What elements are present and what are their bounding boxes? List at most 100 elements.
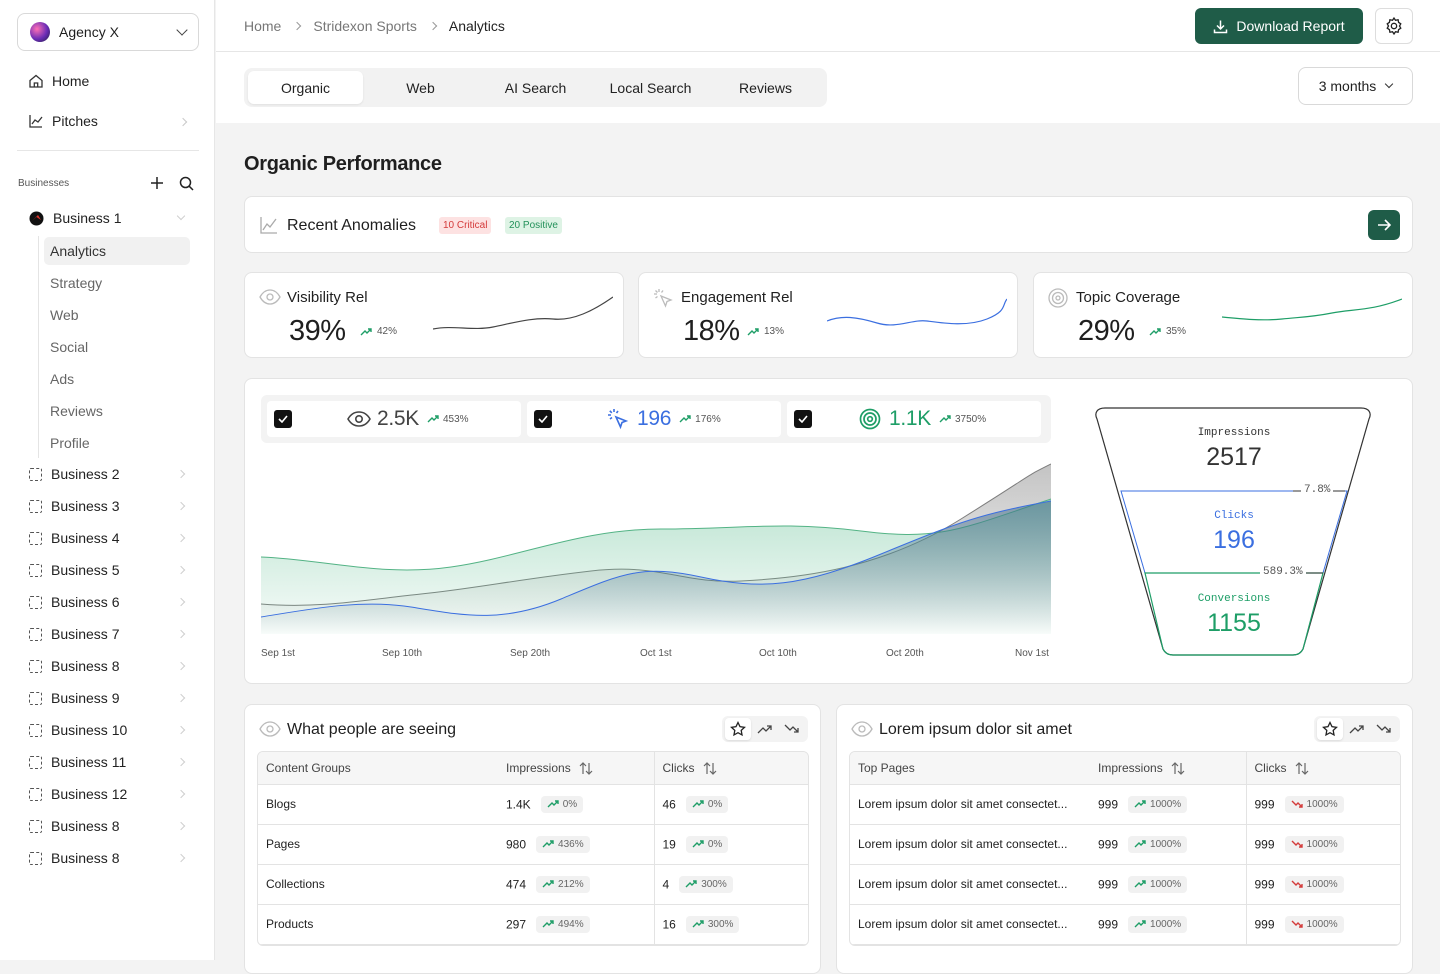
business-1-item[interactable]: Business 1: [29, 204, 199, 232]
business-item[interactable]: Business 6: [29, 588, 199, 616]
table-row[interactable]: Products 297 494% 16 300%: [258, 904, 808, 945]
cell-impressions: 999 1000%: [1090, 864, 1246, 905]
business-item[interactable]: Business 8: [29, 652, 199, 680]
cell-value: 16: [662, 917, 676, 931]
table-row[interactable]: Lorem ipsum dolor sit amet consectet... 9…: [850, 824, 1400, 865]
anomalies-card[interactable]: Recent Anomalies 10 Critical 20 Positive: [244, 196, 1413, 253]
cell-value: 999: [1098, 797, 1119, 811]
kpi-title: Topic Coverage: [1076, 289, 1181, 306]
cell-value: 999: [1098, 917, 1119, 931]
x-tick-label: Sep 1st: [261, 648, 295, 659]
chart-line-icon: [260, 217, 277, 234]
cell-value: 1.4K: [506, 797, 531, 811]
column-header-clicks[interactable]: Clicks: [1245, 752, 1400, 785]
business-item[interactable]: Business 7: [29, 620, 199, 648]
cell-impressions: 999 1000%: [1090, 784, 1246, 825]
cell-name: Blogs: [258, 784, 498, 825]
trend-down-icon: [1376, 724, 1391, 733]
subnav-strategy[interactable]: Strategy: [50, 275, 103, 291]
table-row[interactable]: Lorem ipsum dolor sit amet consectet... 9…: [850, 784, 1400, 825]
cell-clicks: 19 0%: [653, 824, 808, 865]
subnav-line: [38, 236, 39, 458]
trend-up-icon: [692, 840, 704, 848]
table-row[interactable]: Lorem ipsum dolor sit amet consectet... 9…: [850, 864, 1400, 905]
business-placeholder-icon: [29, 723, 42, 737]
business-item[interactable]: Business 3: [29, 492, 199, 520]
column-header-clicks[interactable]: Clicks: [653, 752, 808, 785]
column-header-impressions[interactable]: Impressions: [1090, 752, 1246, 785]
trend-up-button[interactable]: [752, 718, 778, 740]
cell-impressions: 999 1000%: [1090, 904, 1246, 945]
kpi-engagement-card[interactable]: Engagement Rel 18% 13%: [638, 272, 1018, 358]
column-header-impressions[interactable]: Impressions: [498, 752, 654, 785]
subnav-analytics[interactable]: Analytics: [44, 237, 190, 265]
table-row[interactable]: Pages 980 436% 19 0%: [258, 824, 808, 865]
business-item[interactable]: Business 12: [29, 780, 199, 808]
subnav-reviews[interactable]: Reviews: [50, 403, 103, 419]
subnav-ads[interactable]: Ads: [50, 371, 75, 387]
subnav-web[interactable]: Web: [50, 307, 79, 323]
cell-value: 474: [506, 877, 527, 891]
table-row[interactable]: Blogs 1.4K 0% 46 0%: [258, 784, 808, 825]
period-select[interactable]: 3 months: [1298, 67, 1413, 105]
tab-reviews[interactable]: Reviews: [739, 79, 792, 96]
metric-impressions[interactable]: 2.5K 453%: [267, 401, 521, 437]
metric-clicks[interactable]: 196 176%: [527, 401, 781, 437]
delta-pill: 0%: [685, 835, 729, 853]
nav-pitches[interactable]: Pitches: [28, 113, 198, 129]
tab-local-search[interactable]: Local Search: [609, 79, 692, 96]
plus-icon: [151, 177, 163, 189]
checkbox-checked-icon[interactable]: [274, 410, 292, 428]
tab-organic[interactable]: Organic: [248, 71, 363, 104]
business-item[interactable]: Business 2: [29, 460, 199, 488]
business-item[interactable]: Business 4: [29, 524, 199, 552]
business-item[interactable]: Business 8: [29, 812, 199, 840]
kpi-topic-card[interactable]: Topic Coverage 29% 35%: [1033, 272, 1413, 358]
tab-web[interactable]: Web: [406, 79, 435, 96]
business-item[interactable]: Business 9: [29, 684, 199, 712]
kpi-visibility-card[interactable]: Visibility Rel 39% 42%: [244, 272, 624, 358]
star-button[interactable]: [724, 718, 751, 740]
cell-value: 999: [1254, 797, 1275, 811]
table-row[interactable]: Lorem ipsum dolor sit amet consectet... 9…: [850, 904, 1400, 945]
trend-down-button[interactable]: [779, 718, 805, 740]
cell-value: 999: [1098, 837, 1119, 851]
checkbox-checked-icon[interactable]: [794, 410, 812, 428]
download-report-button[interactable]: Download Report: [1195, 8, 1363, 44]
chevron-right-icon: [176, 597, 186, 607]
business-item[interactable]: Business 11: [29, 748, 199, 776]
business-placeholder-icon: [29, 755, 42, 769]
trend-down-button[interactable]: [1371, 718, 1397, 740]
metric-toggles: 2.5K 453% 196 176% 1.1K 3750%: [261, 395, 1051, 443]
kpi-delta-value: 35%: [1166, 326, 1187, 337]
trend-up-icon: [679, 415, 691, 423]
tab-ai-search[interactable]: AI Search: [504, 79, 567, 96]
trend-up-icon: [547, 800, 559, 808]
trend-up-button[interactable]: [1344, 718, 1370, 740]
subnav-social[interactable]: Social: [50, 339, 89, 355]
sparkline: [827, 298, 1007, 326]
metric-delta: 3750%: [939, 414, 986, 425]
business-label: Business 8: [51, 818, 120, 834]
search-business-button[interactable]: [175, 172, 197, 194]
add-business-button[interactable]: [146, 172, 168, 194]
chevron-down-icon: [176, 24, 188, 36]
x-tick-label: Oct 1st: [640, 648, 672, 659]
open-anomalies-button[interactable]: [1368, 210, 1400, 240]
breadcrumb-business[interactable]: Stridexon Sports: [313, 18, 417, 34]
agency-switcher[interactable]: Agency X: [17, 13, 199, 51]
subnav-profile[interactable]: Profile: [50, 435, 90, 451]
star-button[interactable]: [1316, 718, 1343, 740]
metric-conversions[interactable]: 1.1K 3750%: [787, 401, 1041, 437]
breadcrumb-home[interactable]: Home: [244, 18, 282, 34]
business-item[interactable]: Business 8: [29, 844, 199, 872]
table-row[interactable]: Collections 474 212% 4 300%: [258, 864, 808, 905]
business-item[interactable]: Business 5: [29, 556, 199, 584]
nav-home[interactable]: Home: [28, 73, 89, 89]
settings-button[interactable]: [1375, 8, 1413, 44]
trend-up-icon: [692, 920, 704, 928]
checkbox-checked-icon[interactable]: [534, 410, 552, 428]
business-item[interactable]: Business 10: [29, 716, 199, 744]
trend-up-icon: [747, 327, 759, 335]
data-table: Content Groups Impressions Clicks Blogs 1…: [257, 751, 809, 946]
